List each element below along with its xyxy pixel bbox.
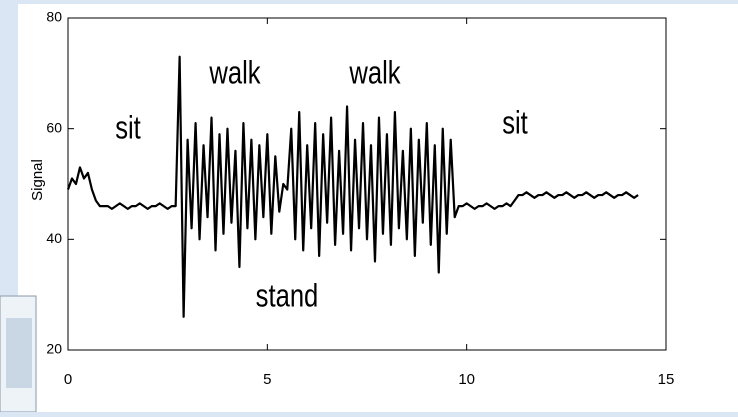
- x-tick-label: 5: [263, 371, 271, 388]
- x-tick-label: 0: [64, 371, 72, 388]
- y-tick-label: 80: [46, 9, 62, 25]
- y-tick-label: 40: [46, 230, 62, 246]
- thumbnail-inner: [6, 318, 32, 388]
- signal-line: [66, 55, 639, 318]
- y-axis-label: Signal: [29, 159, 46, 201]
- y-tick-label: 20: [46, 341, 62, 357]
- x-tick-label: 15: [658, 371, 675, 388]
- annotation: stand: [256, 279, 319, 314]
- x-tick-label: 10: [458, 371, 475, 388]
- y-tick-label: 60: [46, 119, 62, 135]
- annotation: sit: [502, 106, 528, 141]
- plot-frame: [67, 17, 667, 351]
- annotation: sit: [115, 111, 141, 146]
- chart-area: [18, 4, 738, 412]
- annotation: walk: [349, 56, 402, 91]
- annotation: walk: [209, 56, 262, 91]
